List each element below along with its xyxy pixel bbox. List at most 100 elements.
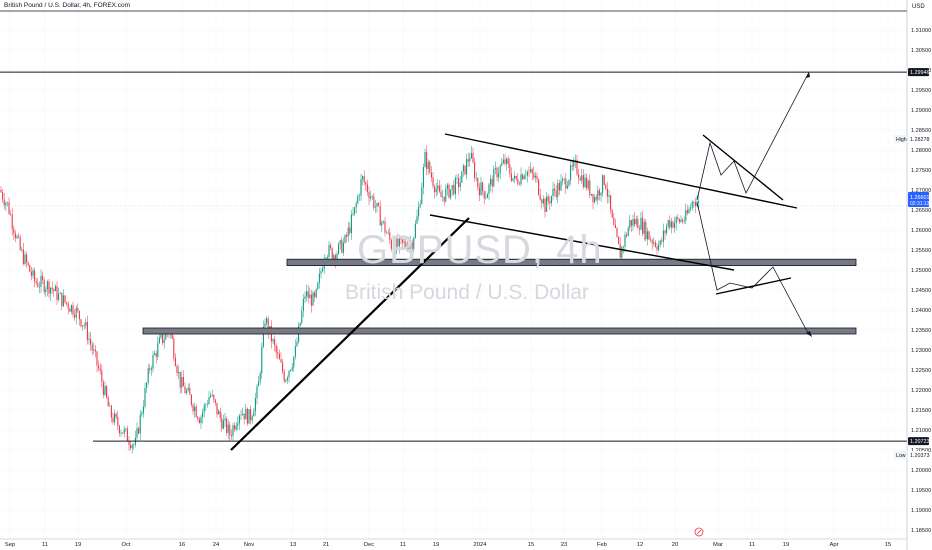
candle-body — [10, 213, 12, 215]
candle-body — [64, 295, 66, 303]
candle-body — [165, 333, 167, 340]
candle-body — [157, 343, 159, 357]
candle-body — [74, 314, 76, 318]
candle-body — [696, 202, 698, 206]
candle-body — [616, 228, 618, 237]
candle-body — [142, 406, 144, 414]
candle-body — [426, 151, 428, 169]
candle-body — [61, 292, 63, 307]
candle-body — [267, 318, 269, 333]
candle-body — [526, 171, 528, 176]
candle-body — [544, 198, 546, 212]
support-zone — [142, 327, 857, 335]
candle-body — [530, 169, 532, 172]
rising-trendline — [230, 217, 470, 451]
candle-body — [322, 268, 324, 272]
candle-body — [603, 175, 605, 185]
candle-body — [155, 353, 157, 357]
candle-body — [634, 219, 636, 225]
candle-body — [144, 388, 146, 407]
candle-body — [341, 240, 343, 253]
candle-body — [146, 382, 148, 389]
y-tick-label: 1.26000 — [911, 228, 931, 234]
candle-body — [395, 238, 397, 254]
candle-body — [690, 207, 692, 209]
candle-body — [674, 223, 676, 228]
candle-body — [283, 371, 285, 382]
price-axis[interactable]: 1.310001.305001.300001.295001.290001.285… — [911, 28, 931, 534]
candle-body — [195, 406, 197, 417]
candle-body — [669, 220, 671, 228]
y-tick-label: 1.21000 — [911, 428, 931, 434]
x-tick-label: 19 — [75, 542, 81, 548]
candle-body — [299, 323, 301, 326]
candle-body — [136, 428, 138, 438]
arrow-head-up — [806, 72, 810, 78]
arrow-head-down — [806, 331, 812, 337]
candle-body — [82, 325, 84, 327]
candle-body — [624, 234, 626, 247]
candle-body — [301, 311, 303, 324]
y-tick-label: 1.25500 — [911, 248, 931, 254]
candle-body — [442, 196, 444, 198]
candle-body — [275, 345, 277, 353]
candle-body — [520, 174, 522, 185]
candle-body — [296, 341, 298, 347]
time-axis[interactable]: Sep 11 19 Oct 16 24 Nov 13 21 Dec 11 19 2024 15 23 Feb 1… — [5, 542, 891, 548]
candle-body — [291, 367, 293, 370]
candle-body — [46, 281, 48, 290]
candle-body — [234, 425, 236, 430]
candle-body — [261, 346, 263, 374]
candle-body — [277, 352, 279, 354]
candle-body — [440, 191, 442, 198]
candle-body — [643, 221, 645, 234]
candle-body — [14, 233, 16, 239]
candle-body — [187, 387, 189, 391]
candle-body — [99, 368, 101, 371]
low-value-label-bg — [908, 451, 929, 460]
chart-grid — [0, 0, 907, 539]
candle-body — [648, 231, 650, 240]
candle-body — [138, 428, 140, 434]
candle-series — [0, 145, 700, 454]
candle-body — [70, 305, 72, 312]
candle-body — [98, 365, 100, 369]
candle-body — [230, 435, 232, 436]
y-tick-label: 1.27500 — [911, 168, 931, 174]
y-tick-label: 1.24500 — [911, 288, 931, 294]
y-tick-label: 1.26500 — [911, 208, 931, 214]
candle-body — [550, 196, 552, 204]
candle-body — [450, 189, 452, 198]
candle-body — [258, 381, 260, 387]
candle-body — [552, 188, 554, 197]
candle-body — [83, 325, 85, 326]
candle-body — [474, 162, 476, 179]
candle-body — [246, 408, 248, 424]
level-top-label-bg — [908, 68, 929, 77]
candle-body — [278, 353, 280, 360]
high-value-label-bg — [908, 134, 929, 143]
candle-body — [232, 425, 234, 436]
y-tick-label: 1.23000 — [911, 348, 931, 354]
candle-body — [286, 377, 288, 381]
candle-body — [485, 197, 487, 199]
candle-body — [152, 354, 154, 369]
candle-body — [454, 178, 456, 195]
candle-body — [274, 339, 276, 346]
y-tick-label: 1.19500 — [911, 488, 931, 494]
candle-body — [358, 195, 360, 197]
candle-body — [242, 413, 244, 415]
candle-body — [304, 296, 306, 299]
level-bottom-label-bg — [908, 437, 929, 446]
candle-body — [594, 197, 596, 203]
candle-body — [200, 416, 202, 423]
candle-body — [419, 203, 421, 208]
candle-body — [629, 219, 631, 228]
candle-body — [34, 270, 36, 282]
candle-body — [645, 221, 647, 240]
candle-body — [466, 159, 468, 175]
candle-body — [122, 432, 124, 434]
candle-body — [622, 246, 624, 248]
level-bottom-label: 1.20723 — [910, 439, 930, 445]
